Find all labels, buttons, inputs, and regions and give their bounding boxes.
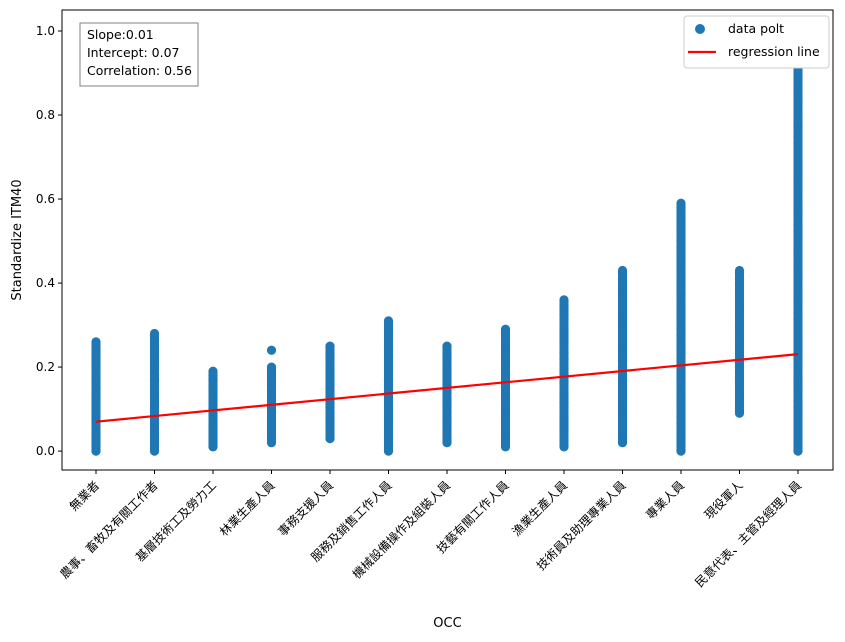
plot-area [61, 9, 834, 471]
legend-label-regression-line: regression line [728, 44, 820, 59]
annotation-intercept: Intercept: 0.07 [87, 45, 179, 60]
data-point [500, 442, 511, 452]
data-point [325, 433, 335, 444]
data-point [266, 438, 277, 448]
data-point [208, 442, 218, 452]
legend-label-data-polt: data polt [728, 21, 784, 36]
data-point [793, 446, 803, 456]
data-point [383, 446, 394, 456]
data-point [734, 408, 745, 418]
regression-line [95, 353, 799, 423]
legend-box [683, 15, 830, 69]
y-tick-label: 0.2 [36, 360, 55, 374]
y-tick-label: 1.0 [36, 24, 55, 38]
stats-annotation: Slope:0.01 Intercept: 0.07 Correlation: … [79, 22, 199, 87]
data-points [91, 26, 803, 456]
data-point [442, 438, 452, 448]
data-point [149, 446, 160, 456]
annotation-correlation: Correlation: 0.56 [87, 63, 192, 78]
y-axis-label: Standardize ITM40 [10, 179, 25, 300]
data-point [91, 446, 101, 456]
y-tick-label: 0.6 [36, 192, 55, 206]
annotation-slope: Slope:0.01 [87, 27, 154, 42]
data-point [559, 442, 569, 452]
y-axis-ticks: 0.0 0.2 0.4 0.6 0.8 1.0 [36, 24, 62, 458]
data-point [617, 438, 628, 448]
data-point-outlier [266, 345, 277, 355]
stats-annotation-box [79, 22, 199, 87]
x-axis-label: OCC [433, 616, 461, 631]
data-point [676, 446, 686, 456]
y-tick-label: 0.0 [36, 444, 55, 458]
y-tick-label: 0.4 [36, 276, 55, 290]
y-tick-label: 0.8 [36, 108, 55, 122]
legend-marker-data-polt [695, 24, 705, 34]
legend: data polt regression line [683, 15, 830, 69]
